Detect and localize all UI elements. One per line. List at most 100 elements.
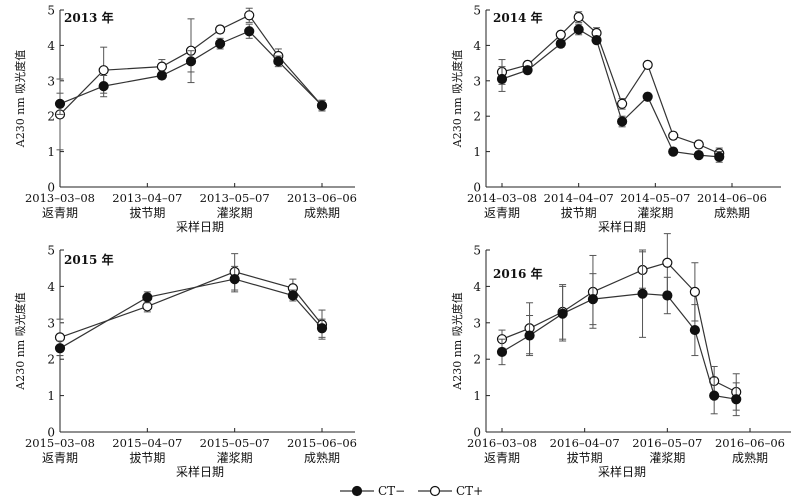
data-point-ct-plus [98, 65, 109, 76]
series-line-ct-plus [501, 262, 737, 393]
x-tick-stage-label: 返青期 [484, 451, 520, 465]
x-tick-date-label: 2016–05–07 [632, 436, 702, 450]
data-point-ct-minus [522, 65, 533, 76]
x-tick-stage-label: 成熟期 [304, 450, 340, 465]
x-tick-stage-label: 灌浆期 [649, 450, 685, 465]
x-tick-date-label: 2015–04–07 [112, 436, 182, 450]
panel-label: 2016 年 [493, 266, 543, 281]
x-tick-date-label: 2014–03–08 [467, 191, 537, 205]
data-point-ct-minus [185, 56, 197, 67]
y-tick-label: 2 [47, 353, 55, 367]
data-point-ct-plus [689, 286, 700, 297]
x-tick-date-label: 2016–04–07 [550, 436, 620, 450]
y-tick-label: 1 [47, 145, 55, 159]
x-tick-date-label: 2016–03–08 [467, 436, 537, 450]
legend-item-ct-minus: CT− [340, 484, 405, 498]
data-point-ct-minus [496, 73, 508, 85]
data-point-ct-minus [668, 146, 679, 157]
y-tick-label: 3 [473, 316, 481, 330]
data-point-ct-minus [287, 290, 298, 301]
x-tick-date-label: 2016–06–06 [715, 436, 785, 450]
y-tick-label: 3 [473, 74, 481, 88]
x-axis-label: 采样日期 [176, 219, 224, 234]
y-axis-label: A230 nm 吸光度值 [13, 50, 27, 148]
panel-label: 2015 年 [64, 252, 114, 267]
y-tick-label: 5 [473, 244, 481, 258]
data-point-ct-minus [642, 91, 653, 102]
y-tick-label: 0 [47, 181, 55, 195]
series-line-ct-plus [501, 16, 720, 154]
legend: CT− CT+ [340, 484, 483, 498]
data-point-ct-minus [573, 24, 584, 35]
x-tick-date-label: 2013–06–06 [287, 191, 357, 205]
series-ct-minus [496, 249, 742, 417]
series-ct-plus [54, 253, 328, 357]
y-tick-label: 1 [473, 145, 481, 159]
series-ct-minus [54, 265, 328, 357]
panel-label: 2013 年 [64, 10, 114, 25]
panel-label: 2014 年 [493, 10, 543, 25]
series-ct-minus [496, 23, 725, 163]
y-tick-label: 1 [473, 389, 481, 403]
series-ct-plus [496, 233, 742, 411]
legend-marker-ct-minus [351, 485, 363, 497]
data-point-ct-minus [273, 56, 284, 67]
data-point-ct-plus [693, 139, 704, 150]
data-point-ct-minus [244, 26, 255, 37]
data-point-ct-minus [714, 151, 725, 163]
y-tick-label: 4 [47, 39, 55, 53]
y-axis-label: A230 nm 吸光度值 [13, 292, 27, 390]
y-tick-label: 5 [47, 4, 55, 18]
data-point-ct-minus [98, 81, 109, 92]
data-point-ct-plus [244, 10, 255, 21]
series-ct-plus [54, 7, 328, 151]
panels: 0123452013–03–08返青期2013–04–07拔节期2013–05–… [13, 4, 791, 480]
data-point-ct-minus [496, 346, 508, 358]
data-point-ct-plus [555, 29, 566, 40]
x-tick-stage-label: 返青期 [42, 206, 78, 220]
x-tick-stage-label: 返青期 [42, 451, 78, 465]
y-tick-label: 5 [47, 244, 55, 258]
data-point-ct-minus [54, 343, 66, 354]
series-line-ct-minus [59, 30, 323, 107]
data-point-ct-minus [591, 34, 602, 46]
data-point-ct-plus [573, 11, 584, 23]
data-point-ct-plus [617, 98, 628, 109]
y-tick-label: 3 [47, 316, 55, 330]
series-line-ct-plus [59, 14, 323, 115]
y-tick-label: 2 [473, 353, 481, 367]
data-point-ct-minus [557, 308, 568, 319]
y-tick-label: 0 [473, 181, 481, 195]
legend-label-ct-plus: CT+ [456, 484, 483, 498]
y-tick-label: 5 [473, 4, 481, 18]
data-point-ct-minus [316, 100, 328, 111]
x-tick-date-label: 2013–03–08 [25, 191, 95, 205]
data-point-ct-plus [215, 24, 226, 35]
data-point-ct-minus [637, 288, 648, 299]
x-tick-stage-label: 拔节期 [561, 205, 597, 220]
data-point-ct-minus [229, 274, 240, 285]
data-point-ct-plus [642, 59, 653, 70]
data-point-ct-minus [693, 150, 704, 161]
data-point-ct-plus [156, 61, 167, 72]
data-point-ct-minus [587, 294, 599, 305]
legend-marker-ct-plus [429, 485, 441, 497]
y-tick-label: 4 [473, 39, 481, 53]
x-axis-label: 采样日期 [598, 464, 646, 479]
y-tick-label: 0 [473, 426, 481, 440]
data-point-ct-minus [524, 330, 535, 341]
y-tick-label: 2 [473, 110, 481, 124]
legend-item-ct-plus: CT+ [418, 484, 483, 498]
data-point-ct-minus [709, 390, 720, 401]
x-tick-date-label: 2014–04–07 [544, 191, 614, 205]
x-tick-stage-label: 返青期 [484, 206, 520, 220]
data-point-ct-minus [316, 323, 328, 334]
y-tick-label: 2 [47, 110, 55, 124]
x-tick-date-label: 2015–05–07 [200, 436, 270, 450]
data-point-ct-minus [731, 394, 742, 405]
data-point-ct-plus [662, 257, 673, 268]
